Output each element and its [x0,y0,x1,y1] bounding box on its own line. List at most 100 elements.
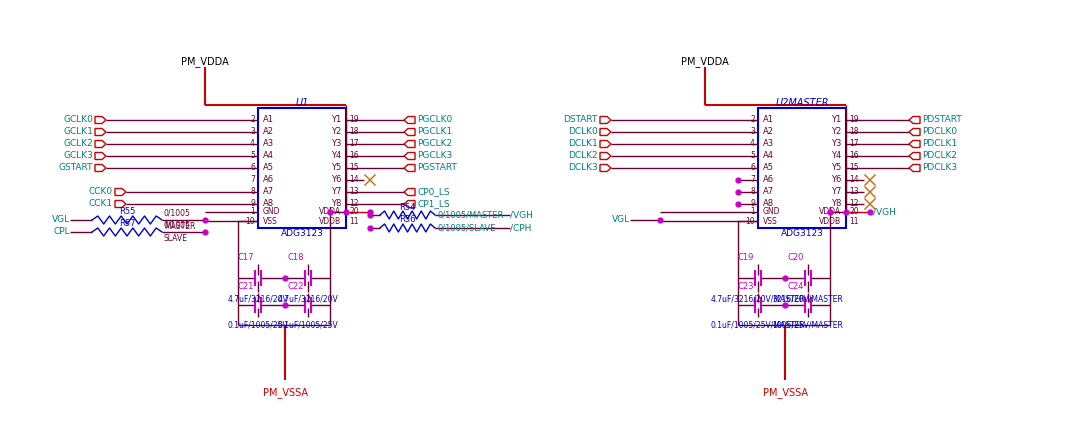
Text: 13: 13 [349,187,358,197]
Text: 6: 6 [250,163,255,173]
Text: Y3: Y3 [831,140,841,149]
Text: Y5: Y5 [831,163,841,173]
Text: 14: 14 [349,176,358,184]
Text: 20: 20 [849,208,858,216]
Text: Y1: Y1 [831,116,841,124]
Text: CP1_LS: CP1_LS [417,200,450,208]
Text: 0/1005/MASTER: 0/1005/MASTER [437,211,503,219]
Text: PGCLK2: PGCLK2 [417,140,452,149]
Text: 5: 5 [750,151,755,160]
Text: GCLK3: GCLK3 [63,151,93,160]
Text: 2: 2 [750,116,755,124]
Text: GCLK1: GCLK1 [63,127,93,136]
Text: PGCLK1: PGCLK1 [417,127,452,136]
Bar [258,108,346,228]
Text: A2: A2 [763,127,774,136]
Text: 11: 11 [349,216,358,225]
Text: A1: A1 [763,116,774,124]
Text: 15: 15 [349,163,358,173]
Text: 4.7uF/3216/20V: 4.7uF/3216/20V [278,295,338,304]
Text: Y6: Y6 [831,176,841,184]
Text: Y1: Y1 [330,116,341,124]
Text: 0/1005: 0/1005 [164,221,191,230]
Text: 13: 13 [849,187,858,197]
Text: DCLK0: DCLK0 [569,127,598,136]
Text: 3: 3 [250,127,255,136]
Text: 0.1uF/1005/25V/MASTER: 0.1uF/1005/25V/MASTER [710,320,806,329]
Text: 0.1uF/1005/25V: 0.1uF/1005/25V [278,320,338,329]
Text: A4: A4 [263,151,274,160]
Text: ADG3123: ADG3123 [280,228,323,238]
Text: PM_VSSA: PM_VSSA [763,387,808,398]
Text: A5: A5 [763,163,774,173]
Text: VSS: VSS [263,216,278,225]
Text: PGSTART: PGSTART [417,163,457,173]
Text: 3: 3 [750,127,755,136]
Text: Y7: Y7 [831,187,841,197]
Text: CPL: CPL [54,227,70,236]
Text: C21: C21 [237,282,254,291]
Text: C19: C19 [737,253,754,262]
Text: A3: A3 [263,140,274,149]
Text: C17: C17 [237,253,254,262]
Text: 7: 7 [250,176,255,184]
Text: PDSTART: PDSTART [922,116,961,124]
Text: Y4: Y4 [330,151,341,160]
Text: GSTART: GSTART [59,163,93,173]
Text: A2: A2 [263,127,274,136]
Text: A3: A3 [763,140,774,149]
Text: C18: C18 [288,253,304,262]
Text: 8: 8 [250,187,255,197]
Text: 1: 1 [750,208,755,216]
Text: 14: 14 [849,176,858,184]
Text: A6: A6 [763,176,774,184]
Text: 17: 17 [849,140,858,149]
Text: VDDA: VDDA [819,208,841,216]
Text: Y8: Y8 [831,200,841,208]
Text: A5: A5 [263,163,274,173]
Text: PGCLK3: PGCLK3 [417,151,452,160]
Text: GND: GND [763,208,780,216]
Text: Y3: Y3 [330,140,341,149]
Text: 20: 20 [349,208,358,216]
Text: VDDB: VDDB [319,216,341,225]
Text: 11: 11 [849,216,858,225]
Text: /VGH: /VGH [873,208,896,216]
Text: 4.7uF/3216/20V/MASTER: 4.7uF/3216/20V/MASTER [710,295,806,304]
Text: VGL: VGL [612,216,630,225]
Text: 18: 18 [849,127,858,136]
Text: GND: GND [263,208,280,216]
Text: 12: 12 [349,200,358,208]
Text: 15: 15 [849,163,858,173]
Text: Y7: Y7 [330,187,341,197]
Text: /VGH: /VGH [510,211,533,219]
Text: PGCLK0: PGCLK0 [417,116,452,124]
Text: GCLK0: GCLK0 [63,116,93,124]
Text: /CPH: /CPH [510,224,531,233]
Text: 9: 9 [250,200,255,208]
Text: C23: C23 [737,282,754,291]
Text: R57: R57 [119,219,135,228]
Text: PM_VDDA: PM_VDDA [181,57,229,68]
Text: R56: R56 [399,216,415,225]
Text: SLAVE: SLAVE [164,234,188,243]
Text: 4.7uF/3216/20V: 4.7uF/3216/20V [227,295,289,304]
Text: 0/1005: 0/1005 [164,209,191,218]
Text: A6: A6 [263,176,274,184]
Text: VDDB: VDDB [819,216,841,225]
Text: 9: 9 [750,200,755,208]
Text: PM_VSSA: PM_VSSA [263,387,308,398]
Text: PM_VDDA: PM_VDDA [681,57,729,68]
Text: VDDA: VDDA [319,208,341,216]
Text: A8: A8 [763,200,774,208]
Text: 7: 7 [750,176,755,184]
Text: A1: A1 [263,116,274,124]
Text: U1: U1 [295,98,309,108]
Text: ADG3123: ADG3123 [780,228,823,238]
Text: 19: 19 [849,116,858,124]
Text: CCK0: CCK0 [89,187,113,197]
Text: 10: 10 [746,216,755,225]
Text: GCLK2: GCLK2 [63,140,93,149]
Text: PDCLK0: PDCLK0 [922,127,957,136]
Text: Y4: Y4 [831,151,841,160]
